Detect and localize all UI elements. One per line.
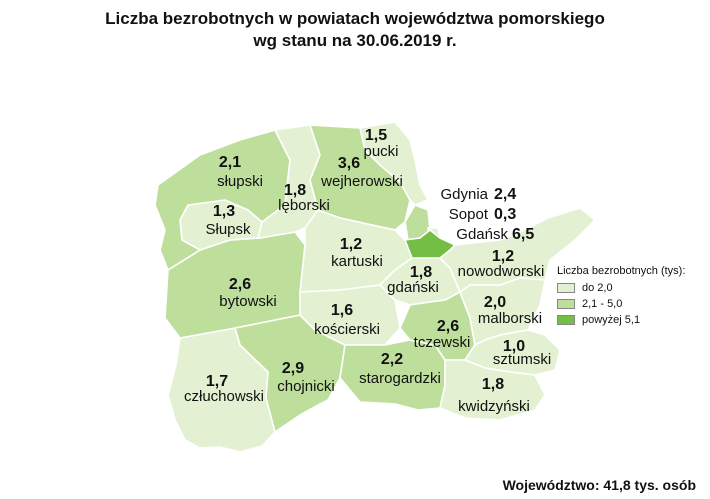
label-koscierski: 1,6 kościerski: [314, 302, 380, 338]
value-wejherowski: 3,6: [338, 155, 360, 172]
label-slupski: 2,1 słupski: [217, 154, 263, 190]
name-sopot: Sopot: [449, 206, 489, 223]
footer-total: Województwo: 41,8 tys. osób: [502, 477, 696, 493]
label-gdansk: Gdańsk 6,5: [456, 226, 534, 243]
value-starogardzki: 2,2: [381, 351, 403, 368]
value-slupsk: 1,3: [213, 203, 235, 220]
name-wejherowski: wejherowski: [320, 173, 403, 190]
region-pucki: [359, 121, 429, 206]
value-sopot: 0,3: [494, 206, 516, 223]
label-leborski: 1,8 lęborski: [278, 182, 330, 214]
name-slupsk: Słupsk: [205, 221, 251, 238]
name-tczewski: tczewski: [414, 334, 471, 351]
name-gdansk: Gdańsk: [456, 226, 508, 243]
label-pucki: 1,5 pucki: [363, 127, 398, 160]
name-czluchowski: człuchowski: [184, 388, 264, 405]
legend-swatch-low: [557, 283, 575, 293]
value-pucki: 1,5: [365, 127, 387, 144]
label-kartuski: 1,2 kartuski: [331, 236, 383, 270]
label-bytowski: 2,6 bytowski: [219, 276, 277, 310]
region-gdansk: [404, 229, 456, 259]
value-tczewski: 2,6: [437, 318, 459, 335]
label-czluchowski: 1,7 człuchowski: [184, 373, 264, 405]
name-pucki: pucki: [363, 143, 398, 160]
value-malborski: 2,0: [484, 294, 506, 311]
value-gdanski: 1,8: [410, 264, 432, 281]
name-bytowski: bytowski: [219, 293, 277, 310]
label-sopot: Sopot 0,3: [449, 206, 517, 223]
legend-title: Liczba bezrobotnych (tys):: [557, 265, 686, 277]
legend-label-high: powyżej 5,1: [582, 314, 641, 326]
legend-item-mid: 2,1 - 5,0: [557, 296, 685, 312]
value-gdynia: 2,4: [494, 186, 516, 203]
label-malborski: 2,0 malborski: [478, 294, 542, 327]
value-nowodworski: 1,2: [492, 248, 514, 265]
name-nowodworski: nowodworski: [458, 263, 545, 280]
value-leborski: 1,8: [284, 182, 306, 199]
title-line-1: Liczba bezrobotnych w powiatach wojewódz…: [105, 9, 605, 28]
name-koscierski: kościerski: [314, 321, 380, 338]
label-nowodworski: 1,2 nowodworski: [458, 248, 545, 280]
legend-swatch-mid: [557, 299, 575, 309]
name-malborski: malborski: [478, 310, 542, 327]
label-tczewski: 2,6 tczewski: [414, 318, 471, 351]
name-kwidzynski: kwidzyński: [458, 398, 530, 415]
value-bytowski: 2,6: [229, 276, 251, 293]
name-sztumski: sztumski: [493, 351, 551, 368]
name-leborski: lęborski: [278, 197, 330, 214]
region-slupski: [154, 129, 291, 271]
value-kartuski: 1,2: [340, 236, 362, 253]
name-gdynia: Gdynia: [440, 186, 488, 203]
value-koscierski: 1,6: [331, 302, 353, 319]
name-starogardzki: starogardzki: [359, 370, 441, 387]
legend-label-mid: 2,1 - 5,0: [582, 298, 623, 310]
legend-swatch-high: [557, 315, 575, 325]
legend-item-high: powyżej 5,1: [557, 312, 685, 328]
label-kwidzynski: 1,8 kwidzyński: [458, 376, 530, 415]
name-chojnicki: chojnicki: [277, 378, 335, 395]
label-gdynia: Gdynia 2,4: [440, 186, 516, 203]
legend-label-low: do 2,0: [582, 282, 613, 294]
legend-item-low: do 2,0: [557, 280, 685, 296]
label-starogardzki: 2,2 starogardzki: [359, 351, 441, 387]
name-kartuski: kartuski: [331, 253, 383, 270]
name-gdanski: gdański: [387, 279, 439, 296]
label-wejherowski: 3,6 wejherowski: [320, 155, 403, 190]
value-gdansk: 6,5: [512, 226, 534, 243]
value-kwidzynski: 1,8: [482, 376, 504, 393]
label-gdanski: 1,8 gdański: [387, 264, 439, 296]
value-chojnicki: 2,9: [282, 360, 304, 377]
region-koscierski: [299, 284, 401, 346]
label-chojnicki: 2,9 chojnicki: [277, 360, 335, 395]
label-slupsk: 1,3 Słupsk: [205, 203, 251, 238]
value-sztumski: 1,0: [503, 338, 525, 355]
legend: Liczba bezrobotnych (tys): do 2,0 2,1 - …: [557, 265, 685, 328]
value-slupski: 2,1: [219, 154, 241, 171]
value-czluchowski: 1,7: [206, 373, 228, 390]
label-sztumski: 1,0 sztumski: [493, 338, 551, 368]
name-slupski: słupski: [217, 173, 263, 190]
map-title: Liczba bezrobotnych w powiatach wojewódz…: [0, 8, 710, 52]
title-line-2: wg stanu na 30.06.2019 r.: [253, 31, 457, 50]
region-kwidzynski: [439, 359, 546, 421]
region-malborski: [459, 277, 546, 346]
